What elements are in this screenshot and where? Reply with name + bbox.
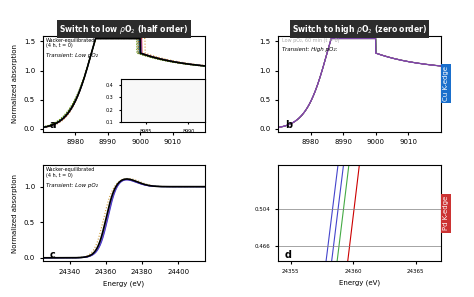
Title: Switch to low $\rho$O$_2$ (half order): Switch to low $\rho$O$_2$ (half order): [59, 23, 189, 36]
Text: Transient: High pO₂:: Transient: High pO₂:: [282, 47, 337, 52]
Text: Low pO₂, 60 min (t = 0): Low pO₂, 60 min (t = 0): [282, 37, 339, 42]
X-axis label: Energy (eV): Energy (eV): [103, 281, 145, 287]
Text: Transient: Low pO₂: Transient: Low pO₂: [46, 53, 98, 58]
Text: Cu K-edge: Cu K-edge: [443, 66, 449, 101]
Text: Wacker-equilibrated
(4 h, t = 0): Wacker-equilibrated (4 h, t = 0): [46, 167, 95, 178]
Text: Pd K-edge: Pd K-edge: [443, 196, 449, 230]
Text: b: b: [285, 120, 292, 130]
Text: a: a: [49, 120, 55, 130]
Text: Wacker-equilibrated
(4 h, t = 0): Wacker-equilibrated (4 h, t = 0): [46, 37, 95, 48]
Y-axis label: Normalized absorption: Normalized absorption: [12, 174, 18, 253]
Title: Switch to high $\rho$O$_2$ (zero order): Switch to high $\rho$O$_2$ (zero order): [292, 23, 427, 36]
Y-axis label: Normalized absorption: Normalized absorption: [12, 44, 18, 123]
Text: d: d: [285, 249, 292, 260]
Text: Transient: Low pO₂: Transient: Low pO₂: [46, 183, 98, 188]
Text: c: c: [49, 249, 55, 260]
X-axis label: Energy (eV): Energy (eV): [339, 279, 380, 286]
